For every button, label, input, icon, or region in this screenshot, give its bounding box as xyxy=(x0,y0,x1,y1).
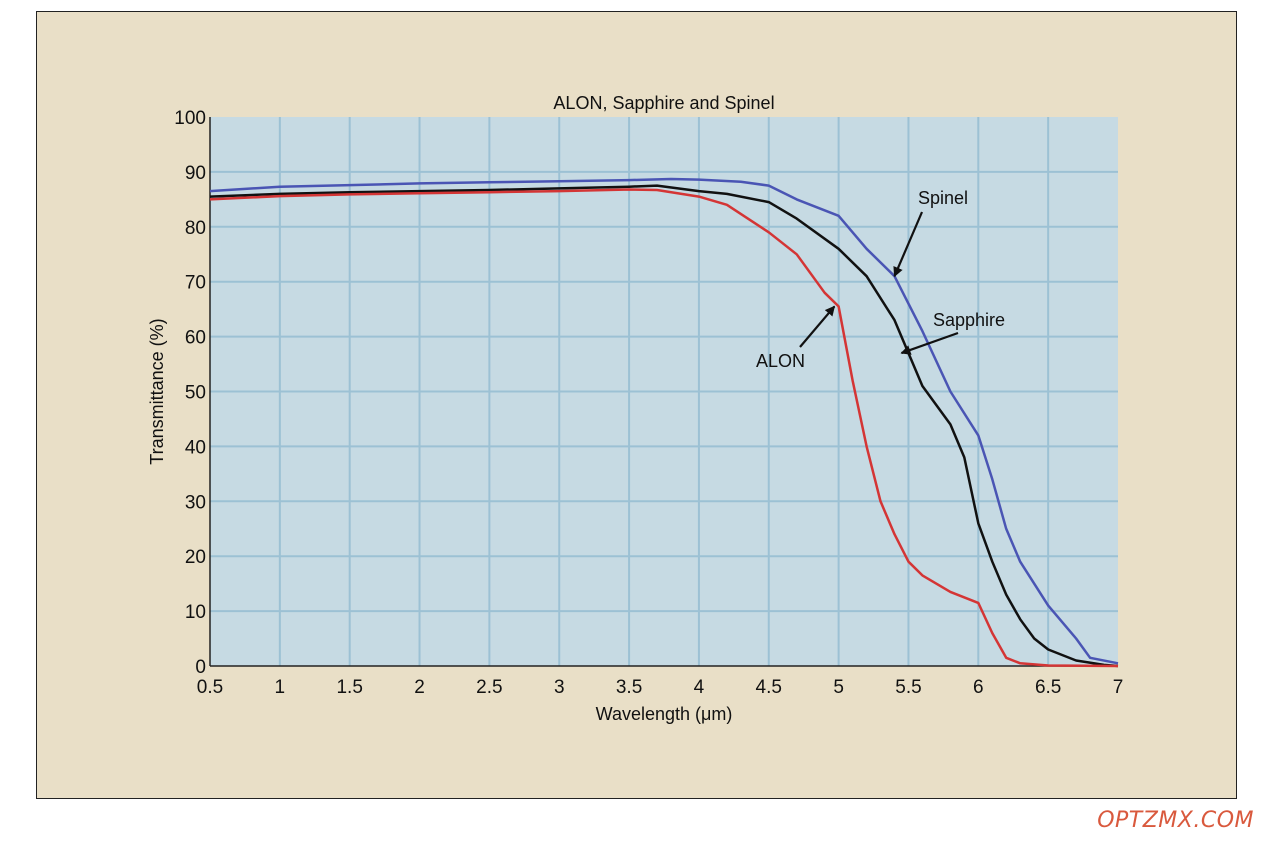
x-tick-label: 4 xyxy=(694,677,705,698)
y-tick-label: 30 xyxy=(185,492,206,513)
y-tick-label: 20 xyxy=(185,547,206,568)
x-tick-label: 5.5 xyxy=(895,677,921,698)
spinel-annotation-arrow xyxy=(893,211,924,278)
sapphire-annotation-arrow xyxy=(900,331,959,355)
y-axis-title: Transmittance (%) xyxy=(147,318,167,464)
x-axis-title: Wavelength (μm) xyxy=(596,704,733,724)
x-tick-label: 3.5 xyxy=(616,677,642,698)
y-tick-label: 80 xyxy=(185,218,206,239)
y-tick-label: 90 xyxy=(185,163,206,184)
x-tick-label: 4.5 xyxy=(756,677,782,698)
y-tick-label: 70 xyxy=(185,273,206,294)
x-tick-label: 6.5 xyxy=(1035,677,1061,698)
x-tick-label: 5 xyxy=(833,677,844,698)
y-tick-label: 40 xyxy=(185,437,206,458)
alon-annotation-arrow xyxy=(799,305,836,348)
y-tick-label: 60 xyxy=(185,328,206,349)
spinel-annotation-label: Spinel xyxy=(918,188,968,208)
sapphire-annotation-label: Sapphire xyxy=(933,310,1005,330)
x-tick-label: 1 xyxy=(275,677,286,698)
x-tick-label: 7 xyxy=(1113,677,1124,698)
x-tick-label: 2 xyxy=(414,677,425,698)
spinel-series-line xyxy=(209,177,1119,665)
y-tick-label: 100 xyxy=(174,108,206,129)
x-tick-label: 6 xyxy=(973,677,984,698)
alon-series-line xyxy=(209,188,1119,668)
y-tick-label: 50 xyxy=(185,383,206,404)
x-tick-label: 1.5 xyxy=(336,677,362,698)
y-tick-label: 10 xyxy=(185,602,206,623)
plot-area-group: 0.5 1 1.5 2 2.5 3 3.5 4 4.5 5 5.5 6 6.5 7010203040506… xyxy=(174,108,1123,698)
sapphire-series-line xyxy=(209,184,1119,668)
y-tick-label: 0 xyxy=(195,657,206,678)
x-tick-label: 0.5 xyxy=(197,677,223,698)
site-watermark: OPTZMX.COM xyxy=(1097,808,1254,833)
chart-title: ALON, Sapphire and Spinel xyxy=(553,93,774,113)
x-tick-label: 3 xyxy=(554,677,565,698)
alon-annotation-label: ALON xyxy=(756,351,805,371)
x-tick-label: 2.5 xyxy=(476,677,502,698)
